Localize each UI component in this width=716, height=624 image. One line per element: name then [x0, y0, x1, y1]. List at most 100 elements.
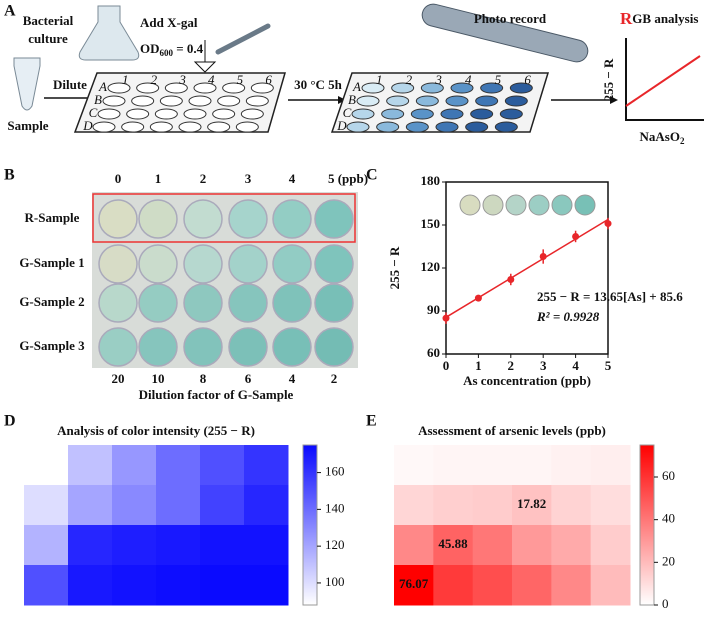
axis-title: NaAsO2 — [640, 129, 685, 146]
inset-well — [574, 194, 596, 216]
heat-cell — [512, 565, 552, 606]
well — [272, 283, 312, 323]
well — [356, 95, 380, 107]
well — [250, 82, 274, 94]
well — [499, 108, 523, 120]
point — [474, 294, 482, 302]
pipette-icon — [215, 23, 271, 55]
x-tick-label: 3 — [540, 358, 547, 373]
well — [159, 95, 183, 107]
label: Add X-gal — [140, 15, 198, 30]
row-label: G-Sample 3 — [19, 338, 85, 353]
heat-cell — [394, 445, 434, 486]
well — [149, 121, 173, 133]
heat-cell — [512, 525, 552, 566]
panel-label: B — [4, 167, 15, 184]
label: OD — [140, 41, 160, 56]
dilution-label: 10 — [152, 371, 165, 386]
heat-cell — [512, 445, 552, 486]
y-axis-title: 255 − R — [387, 246, 402, 289]
x-tick-label: 1 — [475, 358, 482, 373]
arrow-head — [610, 96, 618, 104]
heat-cell — [68, 485, 113, 526]
y-tick-label: 60 — [427, 345, 440, 360]
well — [183, 108, 207, 120]
dilution-label: 8 — [200, 371, 207, 386]
plate-col-label: 1 — [376, 72, 383, 87]
dilution-label: 4 — [289, 371, 296, 386]
panel-label: A — [4, 3, 16, 20]
panel-label: E — [366, 413, 377, 430]
heat-cell — [156, 445, 201, 486]
axis-title: 255 − R — [601, 58, 616, 101]
y-tick-label: 90 — [427, 302, 440, 317]
heat-cell — [590, 525, 631, 566]
dilution-label: 20 — [112, 371, 125, 386]
plate-row-label: B — [94, 92, 102, 107]
heat-cell — [244, 565, 289, 606]
plate-col-label: 4 — [465, 72, 472, 87]
well — [121, 121, 145, 133]
inset-well — [459, 194, 481, 216]
colorbar-label: 20 — [662, 553, 675, 568]
plate-row-label: C — [343, 105, 352, 120]
well — [450, 82, 474, 94]
well — [381, 108, 405, 120]
flask-icon — [78, 5, 140, 61]
plate-row-label: B — [348, 92, 356, 107]
axis — [625, 38, 704, 121]
plate-col-label: 6 — [265, 72, 272, 87]
heat-cell — [68, 445, 113, 486]
label: culture — [28, 31, 68, 46]
column-label: 3 — [245, 171, 252, 186]
heat-cell — [112, 485, 157, 526]
well — [138, 283, 178, 323]
well — [245, 95, 269, 107]
plate-col-label: 6 — [524, 72, 531, 87]
label: RGB analysis — [620, 9, 698, 28]
well — [212, 108, 236, 120]
arrow-head — [338, 96, 346, 104]
label: 2 — [680, 136, 685, 146]
highlight-box — [92, 193, 356, 243]
value-label: 45.88 — [438, 536, 468, 551]
well — [92, 121, 116, 133]
heat-cell — [200, 525, 245, 566]
well — [314, 283, 354, 323]
well — [235, 121, 259, 133]
colorbar — [639, 444, 655, 606]
heat-cell — [590, 485, 631, 526]
label: Sample — [7, 118, 48, 133]
well — [98, 244, 138, 284]
well — [314, 244, 354, 284]
plate-col-label: 5 — [495, 72, 502, 87]
label: Dilute — [53, 77, 87, 92]
colorbar-label: 40 — [662, 511, 675, 526]
x-tick-label: 5 — [605, 358, 612, 373]
heat-cell — [394, 485, 434, 526]
column-label: 1 — [155, 171, 162, 186]
plate-col-label: 1 — [122, 72, 129, 87]
well — [138, 327, 178, 367]
heat-cell — [433, 565, 474, 606]
well — [97, 108, 121, 120]
well — [183, 199, 223, 239]
well — [351, 108, 375, 120]
point — [442, 314, 450, 322]
label: NaAsO — [640, 129, 680, 144]
label: 30 °C 5h — [294, 77, 343, 92]
well — [470, 108, 494, 120]
heat-cell — [433, 525, 474, 566]
label: 600 — [160, 48, 174, 58]
well — [183, 283, 223, 323]
well — [178, 121, 202, 133]
plate-row-label: D — [336, 118, 347, 133]
heat-cell — [200, 485, 245, 526]
well — [228, 199, 268, 239]
well — [314, 199, 354, 239]
well — [420, 82, 444, 94]
colorbar — [302, 444, 318, 606]
label: GB analysis — [632, 11, 698, 26]
label: = 0.4 — [173, 41, 204, 56]
